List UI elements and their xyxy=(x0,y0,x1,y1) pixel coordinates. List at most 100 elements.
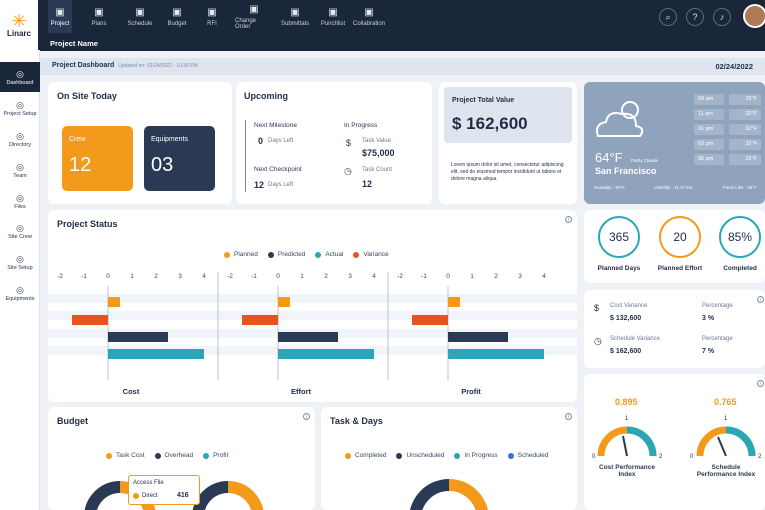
clock-icon: ◷ xyxy=(594,336,602,346)
hour-temp: 32°F xyxy=(729,139,761,150)
sidebar-item-site-crew[interactable]: ◎ Site Crew xyxy=(0,216,40,246)
nav-label: Budget xyxy=(167,20,187,27)
sidebar-item-label: Directory xyxy=(8,141,31,148)
crew-tile[interactable]: Crew 12 xyxy=(62,126,133,191)
performance-gauges xyxy=(597,426,756,457)
legend-item[interactable]: Unscheduled xyxy=(396,452,444,459)
sidebar-item-project-setup[interactable]: ◎ Project Setup xyxy=(0,93,40,123)
help-icon[interactable]: ? xyxy=(686,8,704,26)
sidebar-item-site-setup[interactable]: ◎ Site Setup xyxy=(0,247,40,277)
group-label: Cost xyxy=(123,387,140,396)
dollar-icon: $ xyxy=(594,303,600,313)
metric-label: Completed xyxy=(723,265,757,272)
bar-effort-actual xyxy=(278,349,374,359)
bar-profit-predicted xyxy=(448,332,508,342)
hour-time: 03 pm xyxy=(694,139,724,150)
gauge-icon: ◎ xyxy=(16,68,24,79)
info-icon[interactable]: i xyxy=(757,380,764,387)
legend-label: Unscheduled xyxy=(406,452,445,459)
budget-icon: ▣ xyxy=(172,6,182,18)
tick-label: 1 xyxy=(470,273,474,280)
nav-rfi[interactable]: ▣ RFI xyxy=(202,0,222,33)
info-icon[interactable]: i xyxy=(565,216,572,223)
legend-label: Actual xyxy=(325,251,344,258)
bar-cost-variance xyxy=(72,315,108,325)
info-icon[interactable]: i xyxy=(303,413,310,420)
metric-label: Planned Days xyxy=(597,265,641,272)
equipments-count: 03 xyxy=(151,154,174,176)
legend-item[interactable]: Overhead xyxy=(154,452,193,459)
nav-label: Plans xyxy=(91,20,107,27)
nav-plans[interactable]: ▣ Plans xyxy=(85,0,113,33)
legend-label: Scheduled xyxy=(517,452,549,459)
tick-label: 1 xyxy=(130,273,134,280)
hour-time: 11 am xyxy=(694,109,724,120)
tick-label: -2 xyxy=(227,273,233,280)
clock-icon: ◷ xyxy=(344,166,352,176)
equipments-tile[interactable]: Equipments 03 xyxy=(144,126,215,191)
info-icon[interactable]: i xyxy=(757,296,764,303)
legend-item[interactable]: Actual xyxy=(315,251,343,258)
sidebar-item-label: Files xyxy=(14,203,26,210)
sidebar-item-files[interactable]: ◎ Files xyxy=(0,186,40,216)
metrics-card: 365 Planned Days 20 Planned Effort 85% Comple… xyxy=(584,210,765,283)
legend-item[interactable]: Predicted xyxy=(267,251,305,258)
equipments-icon: ◎ xyxy=(16,284,24,295)
metric-value: 20 xyxy=(673,230,687,244)
nav-submittals[interactable]: ▣ Submittals xyxy=(278,0,312,33)
metric-value: 365 xyxy=(608,230,630,244)
legend-item[interactable]: Variance xyxy=(353,251,389,258)
partly-cloudy-icon xyxy=(596,101,644,137)
punchlist-icon: ▣ xyxy=(328,6,338,18)
nav-project[interactable]: ▣ Project xyxy=(48,0,72,33)
nav-change-order[interactable]: ▣ Change Order xyxy=(235,0,273,33)
info-icon[interactable]: i xyxy=(565,413,572,420)
nav-schedule[interactable]: ▣ Schedule xyxy=(124,0,156,33)
sidebar-item-dashboard[interactable]: ◎ Dashboard xyxy=(0,62,40,92)
sidebar-item-directory[interactable]: ◎ Directory xyxy=(0,124,40,154)
legend-item[interactable]: In Progress xyxy=(454,452,498,459)
variance-card: $ Cost Variance $ 132,600 Percentage 3 %… xyxy=(584,290,765,368)
bar-cost-actual xyxy=(108,349,204,359)
project-status-card: Project Status i Planned Predicted Actual V… xyxy=(48,210,577,402)
group-label: Effort xyxy=(291,387,311,396)
legend-label: In Progress xyxy=(464,452,498,459)
legend-item[interactable]: Planned xyxy=(224,251,258,258)
group-label: Profit xyxy=(461,387,481,396)
site-crew-icon: ◎ xyxy=(16,222,24,233)
nav-label: Project xyxy=(50,20,70,27)
header-date[interactable]: 02/24/2022 xyxy=(715,62,753,71)
avatar[interactable] xyxy=(743,4,765,28)
tick-label: 1 xyxy=(300,273,304,280)
hour-temp: 32°F xyxy=(729,124,761,135)
onsite-title: On Site Today xyxy=(57,91,117,101)
nav-label: Schedule xyxy=(127,20,153,27)
tick-label: 0 xyxy=(276,273,280,280)
bar-profit-planned xyxy=(448,297,460,307)
hour-time: 09 am xyxy=(694,94,724,105)
sidebar-item-equipments[interactable]: ◎ Equipments xyxy=(0,278,40,308)
legend-item[interactable]: Completed xyxy=(345,452,386,459)
tick-label: 2 xyxy=(154,273,158,280)
nav-collabration[interactable]: ▣ Collabration xyxy=(352,0,386,33)
metric-ring xyxy=(719,216,761,258)
legend-item[interactable]: Profit xyxy=(203,452,228,459)
bar-effort-planned xyxy=(278,297,290,307)
budget-tooltip: Access File Direct 416 xyxy=(128,475,200,505)
legend-item[interactable]: Scheduled xyxy=(507,452,549,459)
sidebar-item-team[interactable]: ◎ Team xyxy=(0,155,40,185)
legend-label: Profit xyxy=(213,452,229,459)
nav-punchlist[interactable]: ▣ Punchlist xyxy=(318,0,348,33)
bar-profit-variance xyxy=(412,315,448,325)
metric-label: Planned Effort xyxy=(657,265,703,272)
updated-text: Updated on: 02/24/2022 - 10:30 PM xyxy=(118,63,198,69)
hour-temp: 32°F xyxy=(729,109,761,120)
bell-icon[interactable]: ♪ xyxy=(713,8,731,26)
legend-item[interactable]: Task Cost xyxy=(106,452,145,459)
nav-budget[interactable]: ▣ Budget xyxy=(163,0,191,33)
site-setup-icon: ◎ xyxy=(16,253,24,264)
search-icon[interactable]: ⌕ xyxy=(659,8,677,26)
linarc-logo[interactable]: ✳ Linarc xyxy=(0,0,38,50)
tick-label: 4 xyxy=(542,273,546,280)
project-name: Project Name xyxy=(38,33,765,51)
